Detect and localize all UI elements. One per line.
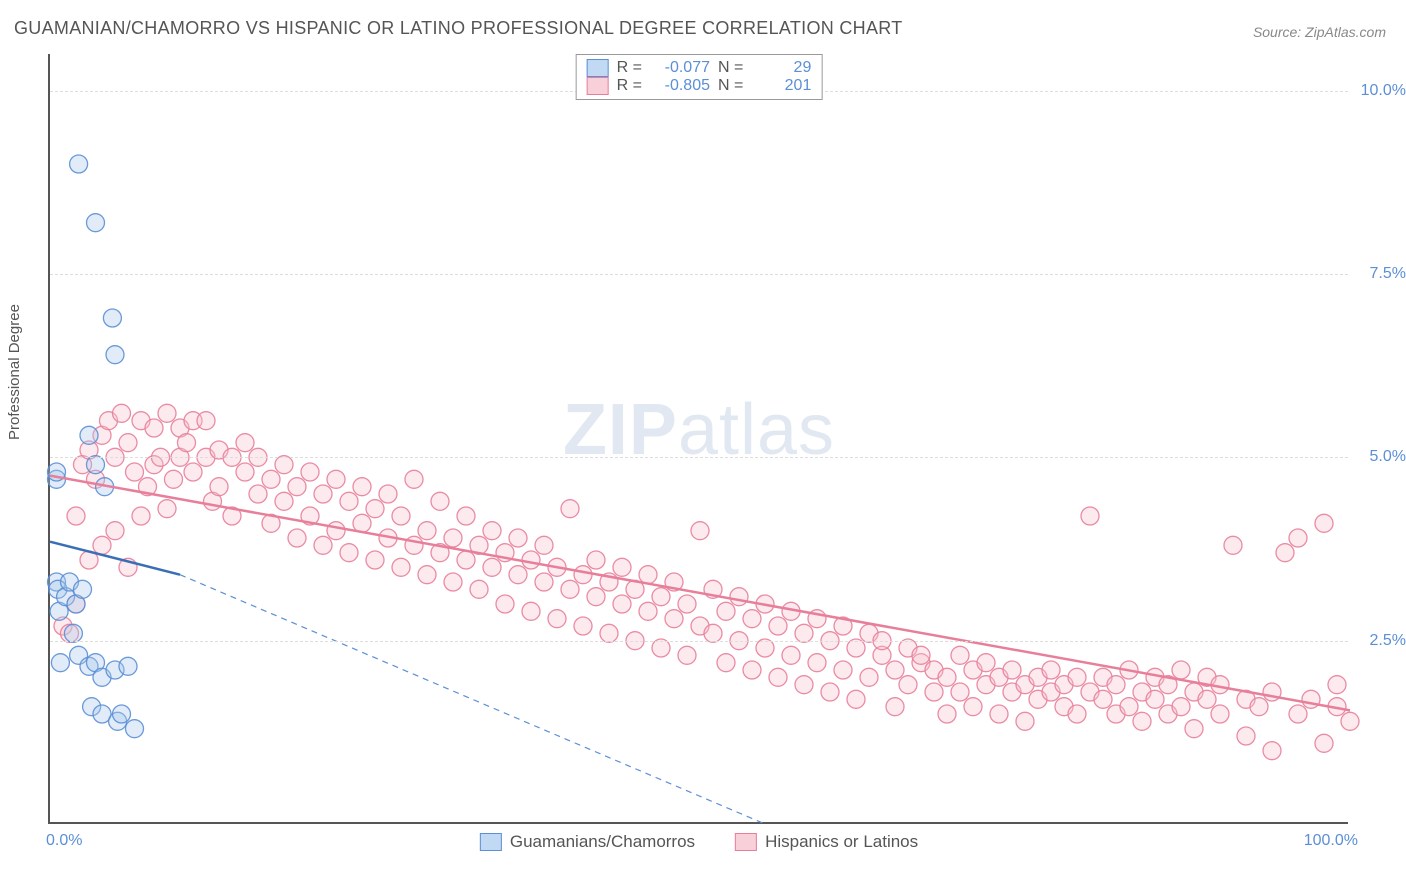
xtick-left: 0.0% <box>46 832 82 850</box>
chart-svg <box>50 54 1348 822</box>
legend-item-pink: Hispanics or Latinos <box>735 832 918 852</box>
source-label: Source: <box>1253 24 1305 40</box>
r-label-2: R = <box>617 77 642 95</box>
n-label-2: N = <box>718 77 743 95</box>
ytick-label: 2.5% <box>1370 632 1406 650</box>
pink-series-label: Hispanics or Latinos <box>765 832 918 852</box>
legend-row-blue: R = -0.077 N = 29 <box>587 59 812 77</box>
chart-container: GUAMANIAN/CHAMORRO VS HISPANIC OR LATINO… <box>0 0 1406 892</box>
xtick-right: 100.0% <box>1304 832 1358 850</box>
source-attribution: Source: ZipAtlas.com <box>1253 24 1386 40</box>
legend-item-blue: Guamanians/Chamorros <box>480 832 695 852</box>
gridline <box>50 274 1348 275</box>
gridline <box>50 457 1348 458</box>
blue-r-value: -0.077 <box>650 59 710 77</box>
ytick-label: 7.5% <box>1370 265 1406 283</box>
n-label: N = <box>718 59 743 77</box>
pink-n-value: 201 <box>751 77 811 95</box>
pink-r-value: -0.805 <box>650 77 710 95</box>
source-value: ZipAtlas.com <box>1305 24 1386 40</box>
legend-series: Guamanians/Chamorros Hispanics or Latino… <box>480 832 918 852</box>
blue-n-value: 29 <box>751 59 811 77</box>
swatch-pink-icon <box>587 77 609 95</box>
gridline <box>50 641 1348 642</box>
blue-series-label: Guamanians/Chamorros <box>510 832 695 852</box>
ytick-label: 5.0% <box>1370 448 1406 466</box>
legend-row-pink: R = -0.805 N = 201 <box>587 77 812 95</box>
legend-stats: R = -0.077 N = 29 R = -0.805 N = 201 <box>576 54 823 100</box>
chart-title: GUAMANIAN/CHAMORRO VS HISPANIC OR LATINO… <box>14 18 903 39</box>
swatch-blue-icon <box>587 59 609 77</box>
r-label: R = <box>617 59 642 77</box>
swatch-blue-icon-2 <box>480 833 502 851</box>
plot-area: ZIPatlas R = -0.077 N = 29 R = -0.805 N … <box>48 54 1348 824</box>
y-axis-label: Professional Degree <box>6 304 23 440</box>
swatch-pink-icon-2 <box>735 833 757 851</box>
ytick-label: 10.0% <box>1361 82 1406 100</box>
